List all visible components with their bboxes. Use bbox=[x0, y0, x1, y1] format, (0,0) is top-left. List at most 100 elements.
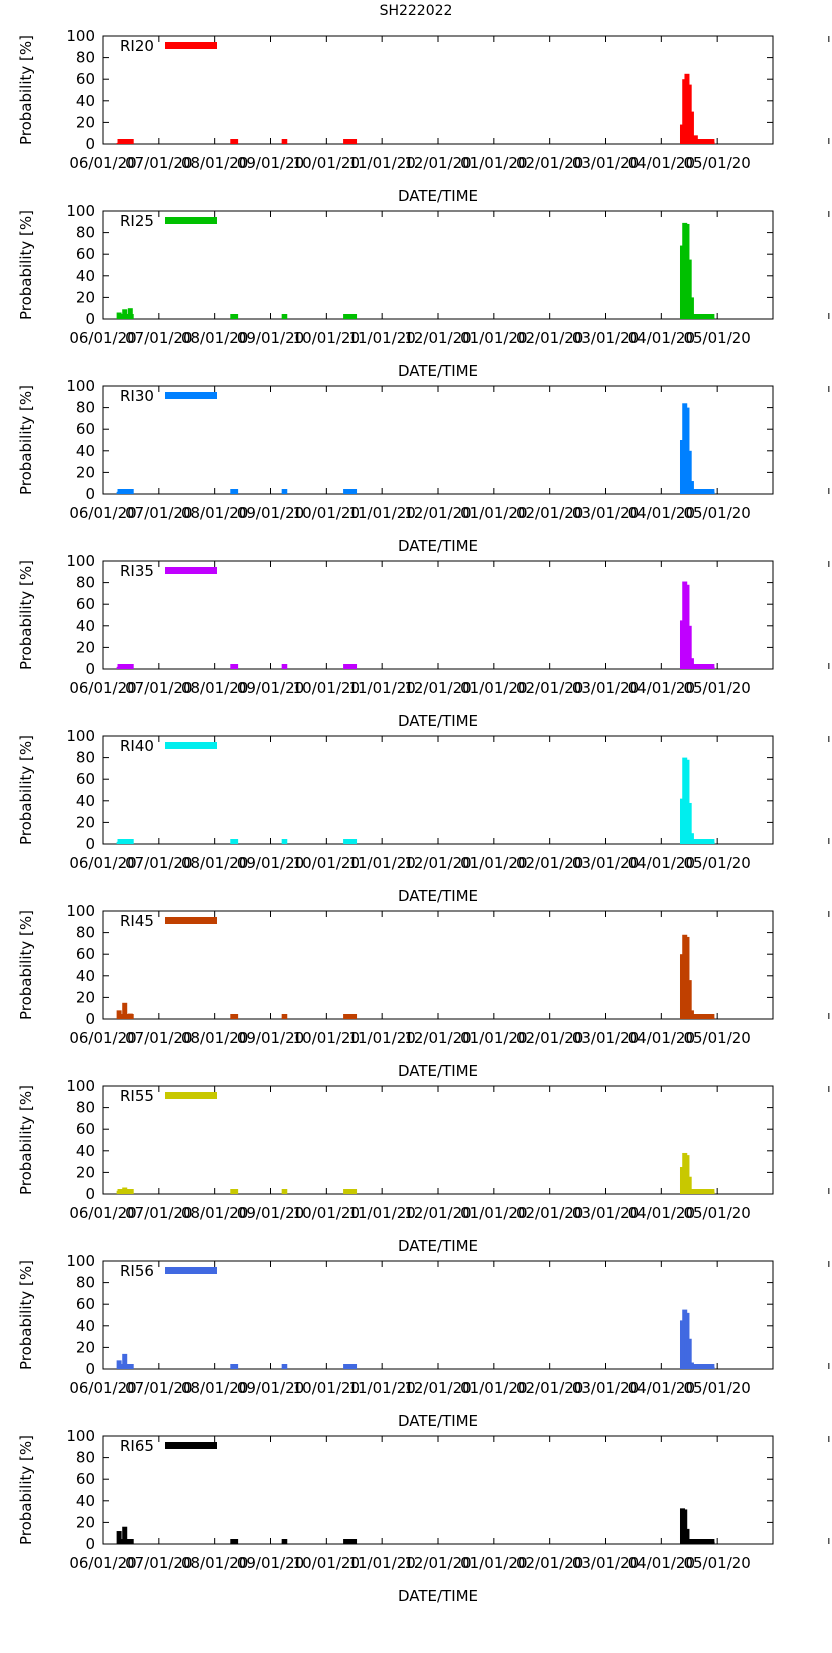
plot-frame bbox=[102, 1085, 774, 1195]
x-tick-label: 01/01/20 bbox=[460, 679, 527, 697]
x-tick-label: 06/01/20 bbox=[69, 154, 136, 172]
x-tick-label: 07/01/20 bbox=[125, 854, 192, 872]
bar bbox=[116, 1531, 122, 1544]
bar-baseline bbox=[230, 489, 239, 494]
x-tick-label: 09/01/20 bbox=[237, 1204, 304, 1222]
y-tick-label: 80 bbox=[76, 1449, 95, 1467]
bar-baseline bbox=[230, 1539, 239, 1544]
x-tick-label: 10/01/20 bbox=[293, 1554, 360, 1572]
legend-swatch bbox=[165, 567, 217, 574]
x-tick-label: 09/01/20 bbox=[237, 329, 304, 347]
plot-frame bbox=[102, 1260, 774, 1370]
y-axis-label: Probability [%] bbox=[17, 35, 35, 145]
bar bbox=[684, 1528, 690, 1544]
y-axis-label: Probability [%] bbox=[17, 735, 35, 845]
bar-baseline bbox=[230, 1364, 239, 1369]
y-tick-label: 0 bbox=[85, 1360, 95, 1378]
bar-baseline bbox=[117, 489, 134, 494]
x-tick-label: 05/01/20 bbox=[683, 1379, 750, 1397]
x-tick-label: 10/01/20 bbox=[293, 1029, 360, 1047]
bar bbox=[122, 1002, 128, 1019]
bar-baseline bbox=[680, 139, 715, 144]
x-tick-label: 09/01/20 bbox=[237, 1379, 304, 1397]
x-axis-label: DATE/TIME bbox=[398, 1412, 478, 1430]
y-tick-label: 0 bbox=[85, 310, 95, 328]
bar-baseline bbox=[281, 1189, 288, 1194]
plot-frame bbox=[102, 735, 774, 845]
x-tick-label: 07/01/20 bbox=[125, 1554, 192, 1572]
bar-baseline bbox=[680, 1014, 715, 1019]
legend-label: RI40 bbox=[120, 737, 154, 755]
x-tick-label: 04/01/20 bbox=[628, 1029, 695, 1047]
y-tick-label: 40 bbox=[76, 92, 95, 110]
y-tick-label: 80 bbox=[76, 749, 95, 767]
bar bbox=[686, 1176, 692, 1194]
x-tick-label: 02/01/20 bbox=[516, 854, 583, 872]
bar-baseline bbox=[680, 489, 715, 494]
x-tick-label: 01/01/20 bbox=[460, 1029, 527, 1047]
x-tick-label: 01/01/20 bbox=[460, 329, 527, 347]
x-tick-label: 01/01/20 bbox=[460, 504, 527, 522]
bar-baseline bbox=[343, 489, 358, 494]
panel-ri20: 0 20 40 60 80 100 06/01/2007/01/2008/01/2009/0… bbox=[17, 27, 830, 205]
x-tick-label: 03/01/20 bbox=[572, 1029, 639, 1047]
bar bbox=[122, 1526, 128, 1544]
x-tick-label: 03/01/20 bbox=[572, 1379, 639, 1397]
x-tick-label: 11/01/20 bbox=[348, 329, 415, 347]
y-tick-label: 20 bbox=[76, 988, 95, 1006]
y-tick-label: 20 bbox=[76, 1513, 95, 1531]
bar-baseline bbox=[680, 1189, 715, 1194]
plot-frame bbox=[102, 210, 774, 320]
y-tick-label: 40 bbox=[76, 967, 95, 985]
bar bbox=[686, 980, 692, 1019]
bar-baseline bbox=[230, 1189, 239, 1194]
y-tick-label: 20 bbox=[76, 288, 95, 306]
chart-title: SH222022 bbox=[380, 3, 453, 19]
y-axis-label: Probability [%] bbox=[17, 910, 35, 1020]
bar-baseline bbox=[230, 314, 239, 319]
legend-swatch bbox=[165, 42, 217, 49]
x-tick-label: 01/01/20 bbox=[460, 854, 527, 872]
x-tick-label: 08/01/20 bbox=[181, 679, 248, 697]
x-tick-label: 03/01/20 bbox=[572, 329, 639, 347]
y-tick-label: 0 bbox=[85, 835, 95, 853]
x-tick-label: 01/01/20 bbox=[460, 154, 527, 172]
x-axis-label: DATE/TIME bbox=[398, 712, 478, 730]
bar-baseline bbox=[230, 139, 239, 144]
y-tick-label: 20 bbox=[76, 813, 95, 831]
x-tick-label: 11/01/20 bbox=[348, 679, 415, 697]
y-tick-label: 40 bbox=[76, 1142, 95, 1160]
x-tick-label: 05/01/20 bbox=[683, 504, 750, 522]
x-axis-label: DATE/TIME bbox=[398, 537, 478, 555]
x-tick-label: 10/01/20 bbox=[293, 854, 360, 872]
x-tick-label: 05/01/20 bbox=[683, 1029, 750, 1047]
plot-frame bbox=[102, 35, 774, 145]
bar-baseline bbox=[281, 1539, 288, 1544]
x-tick-label: 03/01/20 bbox=[572, 504, 639, 522]
legend-swatch bbox=[165, 917, 217, 924]
bar-baseline bbox=[680, 314, 715, 319]
x-tick-label: 09/01/20 bbox=[237, 854, 304, 872]
x-tick-label: 04/01/20 bbox=[628, 504, 695, 522]
legend-label: RI55 bbox=[120, 1087, 154, 1105]
bar bbox=[684, 759, 690, 844]
x-tick-label: 12/01/20 bbox=[404, 1379, 471, 1397]
y-tick-label: 60 bbox=[76, 1120, 95, 1138]
y-tick-label: 40 bbox=[76, 267, 95, 285]
bar bbox=[684, 936, 690, 1019]
y-tick-label: 80 bbox=[76, 399, 95, 417]
x-tick-label: 12/01/20 bbox=[404, 1029, 471, 1047]
y-tick-label: 100 bbox=[66, 27, 95, 45]
x-tick-label: 11/01/20 bbox=[348, 1029, 415, 1047]
x-tick-label: 07/01/20 bbox=[125, 1379, 192, 1397]
legend-swatch bbox=[165, 1092, 217, 1099]
x-tick-label: 12/01/20 bbox=[404, 154, 471, 172]
y-tick-label: 20 bbox=[76, 638, 95, 656]
x-tick-label: 02/01/20 bbox=[516, 154, 583, 172]
bar bbox=[682, 1509, 688, 1544]
x-tick-label: 12/01/20 bbox=[404, 1554, 471, 1572]
bar-baseline bbox=[281, 1364, 288, 1369]
legend-swatch bbox=[165, 1267, 217, 1274]
bar-baseline bbox=[343, 139, 358, 144]
